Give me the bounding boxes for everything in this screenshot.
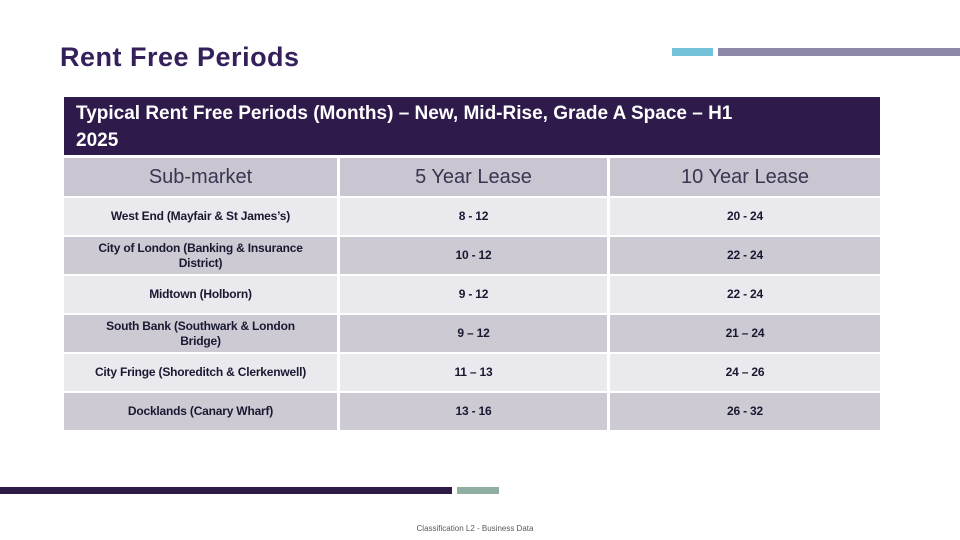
page-title: Rent Free Periods xyxy=(60,42,300,72)
column-header-submarket: Sub-market xyxy=(64,158,337,196)
submarket-cell: City of London (Banking & Insurance Dist… xyxy=(64,237,337,274)
ten-year-lease-cell: 20 - 24 xyxy=(610,198,880,235)
submarket-cell: Midtown (Holborn) xyxy=(64,276,337,313)
five-year-lease-cell: 11 – 13 xyxy=(340,354,607,391)
table-row-south-bank: South Bank (Southwark & London Bridge) 9… xyxy=(64,315,880,352)
submarket-cell: City Fringe (Shoreditch & Clerkenwell) xyxy=(64,354,337,391)
ten-year-lease-cell: 26 - 32 xyxy=(610,393,880,430)
table-row-midtown: Midtown (Holborn) 9 - 12 22 - 24 xyxy=(64,276,880,313)
table-row-city-of-london: City of London (Banking & Insurance Dist… xyxy=(64,237,880,274)
column-header-5-year-lease: 5 Year Lease xyxy=(340,158,607,196)
table-row-west-end: West End (Mayfair & St James’s) 8 - 12 2… xyxy=(64,198,880,235)
table-title: Typical Rent Free Periods (Months) – New… xyxy=(64,97,880,155)
classification-footer: Classification L2 - Business Data xyxy=(416,524,534,533)
bottom-accent-bar-green xyxy=(457,487,499,494)
five-year-lease-cell: 13 - 16 xyxy=(340,393,607,430)
ten-year-lease-cell: 21 – 24 xyxy=(610,315,880,352)
table-row-city-fringe: City Fringe (Shoreditch & Clerkenwell) 1… xyxy=(64,354,880,391)
five-year-lease-cell: 9 - 12 xyxy=(340,276,607,313)
five-year-lease-cell: 10 - 12 xyxy=(340,237,607,274)
five-year-lease-cell: 9 – 12 xyxy=(340,315,607,352)
submarket-cell: West End (Mayfair & St James’s) xyxy=(64,198,337,235)
table-column-header-row: Sub-market 5 Year Lease 10 Year Lease xyxy=(64,158,880,196)
rent-free-periods-table: Typical Rent Free Periods (Months) – New… xyxy=(64,97,880,430)
submarket-cell: South Bank (Southwark & London Bridge) xyxy=(64,315,337,352)
top-accent-bar-purple xyxy=(718,48,960,56)
ten-year-lease-cell: 22 - 24 xyxy=(610,276,880,313)
submarket-cell: Docklands (Canary Wharf) xyxy=(64,393,337,430)
top-accent-bar-teal xyxy=(672,48,713,56)
ten-year-lease-cell: 22 - 24 xyxy=(610,237,880,274)
column-header-10-year-lease: 10 Year Lease xyxy=(610,158,880,196)
bottom-accent-bar-purple xyxy=(0,487,452,494)
table-row-docklands: Docklands (Canary Wharf) 13 - 16 26 - 32 xyxy=(64,393,880,430)
ten-year-lease-cell: 24 – 26 xyxy=(610,354,880,391)
five-year-lease-cell: 8 - 12 xyxy=(340,198,607,235)
